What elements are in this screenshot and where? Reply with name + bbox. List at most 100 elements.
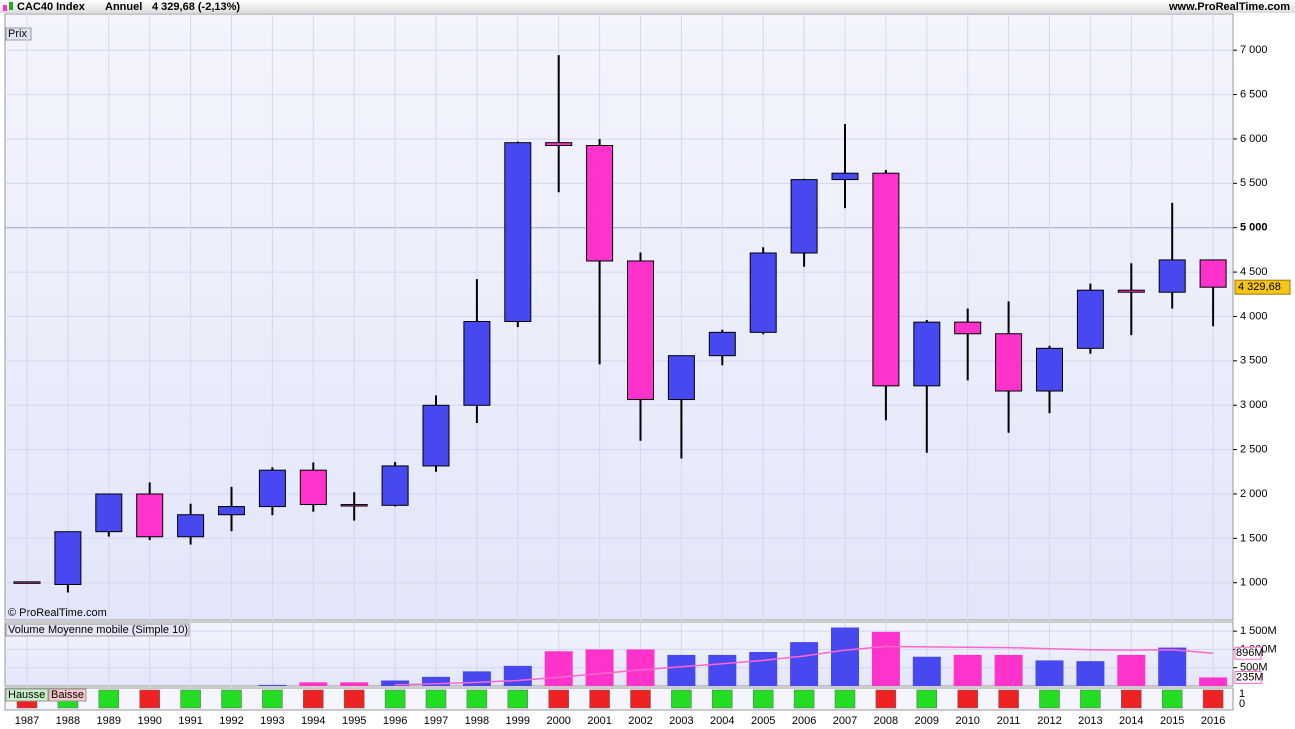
- direction-square: [180, 689, 201, 709]
- direction-square: [957, 689, 978, 709]
- x-tick-label: 1998: [465, 715, 489, 727]
- candle-body: [708, 331, 736, 357]
- logo: [3, 5, 7, 11]
- candle-body: [54, 531, 82, 585]
- y-tick-label: 7 000: [1240, 44, 1268, 56]
- volume-bar: [1076, 661, 1105, 686]
- direction-square: [98, 689, 120, 709]
- volume-bar: [953, 654, 982, 686]
- x-tick-label: 1995: [342, 715, 366, 727]
- candle-body: [177, 514, 205, 538]
- candle-body: [667, 355, 695, 401]
- x-tick-label: 1996: [383, 715, 407, 727]
- candle-body: [95, 493, 123, 533]
- direction-square: [262, 689, 283, 709]
- direction-square: [343, 689, 365, 709]
- price-label-box: [1234, 279, 1291, 295]
- volume-bar: [831, 627, 859, 686]
- x-tick-label: 2006: [792, 715, 816, 727]
- candle-body: [504, 142, 532, 323]
- volume-panel: [4, 621, 1234, 687]
- x-tick-label: 2014: [1119, 715, 1143, 727]
- direction-square: [303, 689, 324, 709]
- direction-square: [998, 689, 1019, 709]
- y-tick-label: 2 000: [1240, 488, 1268, 500]
- candle-body: [749, 252, 777, 333]
- direction-legend-box: [5, 688, 49, 702]
- legend-entry: Moyenne mobile (Simple 10): [48, 624, 188, 636]
- candle-body: [13, 581, 41, 584]
- volume-bar: [462, 671, 491, 686]
- direction-square: [507, 689, 529, 709]
- direction-square: [466, 689, 488, 709]
- y-tick-label: 4 500: [1240, 266, 1268, 278]
- candle-body: [381, 465, 409, 506]
- candle-body: [299, 469, 327, 506]
- volume-bar: [749, 651, 778, 686]
- x-tick-label: 2012: [1037, 715, 1061, 727]
- y-tick-label: 1 000: [1240, 577, 1268, 589]
- x-tick-label: 2007: [833, 715, 857, 727]
- volume-bar: [544, 651, 573, 686]
- volume-bar: [422, 676, 450, 686]
- volume-bar: [790, 642, 819, 686]
- candle-body: [463, 321, 491, 406]
- x-tick-label: 2005: [751, 715, 775, 727]
- x-tick-label: 2003: [669, 715, 693, 727]
- volume-bar: [340, 682, 369, 686]
- volume-bar: [708, 654, 737, 686]
- candle-body: [872, 172, 900, 387]
- x-tick-label: 2000: [546, 715, 570, 727]
- period: Annuel: [105, 1, 142, 13]
- panel-label: Prix: [8, 28, 27, 40]
- title: CAC40 Index: [17, 1, 86, 13]
- x-tick-label: 1988: [56, 715, 80, 727]
- x-tick-label: 2001: [587, 715, 611, 727]
- candle-body: [258, 469, 286, 508]
- x-tick-label: 1993: [260, 715, 284, 727]
- direction-square: [1121, 689, 1142, 709]
- x-tick-label: 1991: [178, 715, 202, 727]
- volume-bar: [585, 649, 614, 686]
- y-tick-label: 500M: [1240, 662, 1268, 674]
- candle-body: [995, 333, 1023, 392]
- candle-body: [954, 321, 982, 335]
- direction-square: [1039, 689, 1060, 709]
- candle-body: [136, 493, 164, 538]
- direction-legend: Hausse: [8, 689, 45, 701]
- direction-square: [916, 689, 938, 709]
- direction-square: [425, 689, 447, 709]
- y-tick-label: 3 000: [1240, 399, 1268, 411]
- candle-body: [340, 504, 368, 507]
- volume-bar: [994, 654, 1023, 686]
- direction-square: [834, 689, 856, 709]
- volume-label: 235M: [1236, 671, 1264, 683]
- direction-legend: Baisse: [51, 689, 84, 701]
- panel-label-box: [5, 27, 32, 41]
- x-tick-label: 1999: [506, 715, 530, 727]
- price-label: 4 329,68: [1238, 281, 1281, 293]
- direction-square: [589, 689, 610, 709]
- candle-body: [1117, 289, 1145, 293]
- y-tick-label: 1 500M: [1240, 625, 1277, 637]
- y-tick-label: 6 500: [1240, 88, 1268, 100]
- x-tick-label: 2013: [1078, 715, 1102, 727]
- direction-square: [752, 689, 774, 709]
- direction-tick: 0: [1239, 698, 1245, 710]
- candle-body: [545, 142, 573, 147]
- x-tick-label: 2008: [874, 715, 898, 727]
- x-tick-label: 2002: [628, 715, 652, 727]
- ma-label-box: [1234, 646, 1262, 660]
- candle-body: [831, 172, 859, 181]
- x-tick-label: 2016: [1201, 715, 1225, 727]
- quote: 4 329,68 (-2,13%): [152, 1, 240, 13]
- direction-legend-box: [48, 688, 87, 702]
- direction-square: [671, 689, 692, 709]
- logo: [9, 2, 13, 10]
- direction-square: [712, 689, 733, 709]
- candle-body: [422, 404, 450, 467]
- candle-body: [1076, 289, 1104, 349]
- volume-bar: [912, 656, 941, 686]
- volume-bar: [1199, 677, 1228, 686]
- header-bar: [0, 0, 1295, 13]
